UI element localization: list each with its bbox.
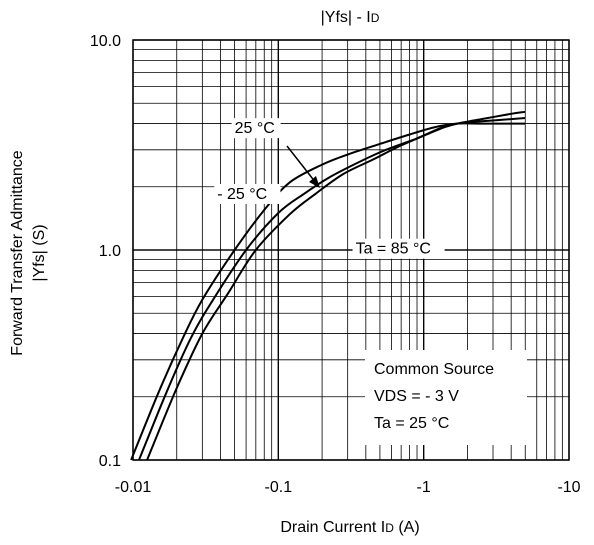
annotation-label-1: - 25 °C: [217, 186, 267, 203]
annotation-arrow: [286, 145, 320, 188]
chart-title: |Yfs| - ID: [321, 9, 380, 26]
annotation-bg: [352, 238, 445, 259]
condition-line-1: VDS = - 3 V: [374, 388, 459, 405]
plot-border: [132, 39, 570, 461]
series-line-0: [130, 122, 526, 461]
x-tick-label: -1: [417, 479, 431, 496]
annotation-label-0: 25 °C: [235, 120, 275, 137]
x-tick-label: -0.01: [115, 479, 152, 496]
series-line-2: [146, 110, 526, 461]
annotation-bg: [231, 118, 281, 139]
x-tick-label: -0.1: [265, 479, 293, 496]
y-axis-label-line1: Forward Transfer Admittance: [9, 150, 26, 356]
conditions-box: Common Source VDS = - 3 V Ta = 25 °C: [365, 350, 527, 445]
x-tick-label: -10: [557, 479, 580, 496]
tick-labels: -0.01 -0.1 -1 -10 0.1 1.0 10.0: [90, 33, 581, 496]
data-series: [130, 110, 526, 461]
annotation-label-2: Ta = 85 °C: [356, 241, 431, 258]
curve-labels: 25 °C - 25 °C Ta = 85 °C: [214, 118, 445, 259]
y-axis-label-line2: |Yfs| (S): [31, 224, 48, 281]
y-tick-label: 10.0: [90, 33, 121, 50]
annotation-bg: [214, 183, 281, 204]
condition-line-0: Common Source: [374, 361, 494, 378]
condition-line-2: Ta = 25 °C: [374, 415, 449, 432]
y-tick-label: 0.1: [99, 453, 121, 470]
y-tick-label: 1.0: [99, 243, 121, 260]
x-axis-label: Drain Current ID (A): [280, 519, 419, 536]
